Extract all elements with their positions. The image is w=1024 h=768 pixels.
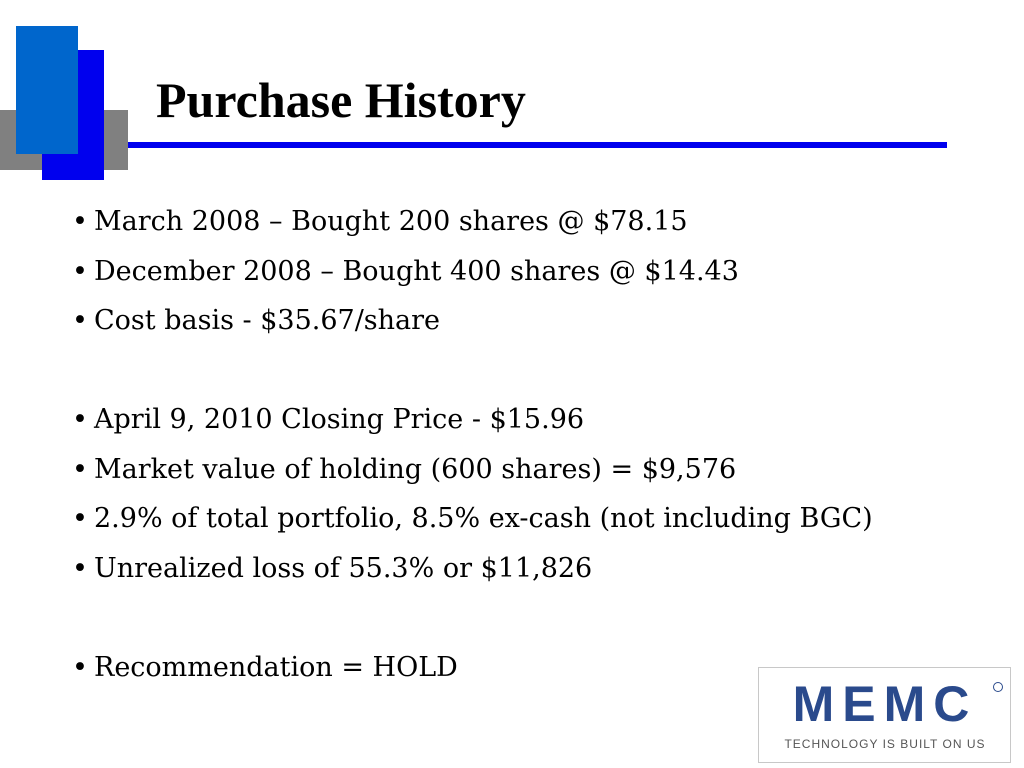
bullet-item: • December 2008 – Bought 400 shares @ $14… xyxy=(72,247,972,297)
bullet-text: March 2008 – Bought 200 shares @ $78.15 xyxy=(94,206,688,237)
logo-wordmark: MEMC xyxy=(792,676,978,732)
bullet-list: • March 2008 – Bought 200 shares @ $78.15… xyxy=(72,197,972,692)
bullet-text: Unrealized loss of 55.3% or $11,826 xyxy=(94,552,593,584)
bullet-item: • March 2008 – Bought 200 shares @ $78.15 xyxy=(72,197,972,247)
slide-title: Purchase History xyxy=(156,72,526,128)
bullet-text: December 2008 – Bought 400 shares @ $14.… xyxy=(94,255,739,287)
bullet-item: • 2.9% of total portfolio, 8.5% ex-cash (… xyxy=(72,494,972,544)
bullet-spacer xyxy=(72,593,972,643)
bullet-item: • Recommendation = HOLD xyxy=(72,643,972,693)
bullet-text: April 9, 2010 Closing Price - $15.96 xyxy=(94,404,585,435)
decorative-light-blue-block xyxy=(16,26,78,154)
bullet-text: Cost basis - $35.67/share xyxy=(94,305,441,336)
bullet-marker: • xyxy=(72,453,88,485)
bullet-marker: • xyxy=(72,552,88,584)
bullet-text: Recommendation = HOLD xyxy=(94,651,458,683)
bullet-marker: • xyxy=(72,206,88,237)
bullet-marker: • xyxy=(72,404,88,435)
title-underline-rule xyxy=(128,142,947,148)
registered-mark-icon xyxy=(993,682,1003,692)
bullet-item: • Cost basis - $35.67/share xyxy=(72,296,972,346)
bullet-text: 2.9% of total portfolio, 8.5% ex-cash (n… xyxy=(94,503,873,534)
memc-logo: MEMC TECHNOLOGY IS BUILT ON US xyxy=(758,667,1011,763)
bullet-item: • April 9, 2010 Closing Price - $15.96 xyxy=(72,395,972,445)
bullet-marker: • xyxy=(72,503,88,534)
bullet-item: • Market value of holding (600 shares) = … xyxy=(72,445,972,495)
logo-tagline: TECHNOLOGY IS BUILT ON US xyxy=(784,737,986,751)
bullet-spacer xyxy=(72,346,972,396)
bullet-item: • Unrealized loss of 55.3% or $11,826 xyxy=(72,544,972,594)
bullet-marker: • xyxy=(72,305,88,336)
bullet-text: Market value of holding (600 shares) = $… xyxy=(94,453,737,485)
bullet-marker: • xyxy=(72,651,88,683)
bullet-marker: • xyxy=(72,255,88,287)
